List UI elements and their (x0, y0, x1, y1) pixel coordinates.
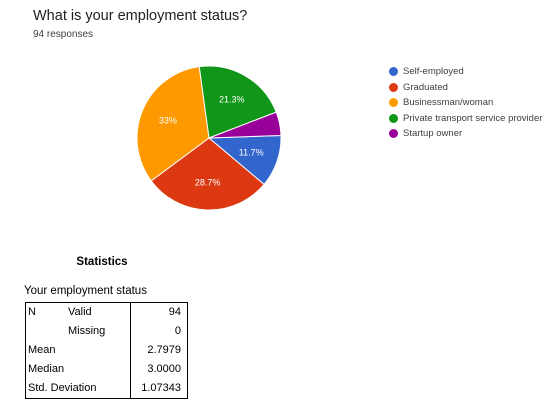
table-row: Missing 0 (26, 322, 188, 341)
row-label: N (28, 306, 36, 318)
table-row: Std. Deviation 1.07343 (26, 379, 188, 399)
row-label: Mean (28, 344, 56, 356)
row-value: 3.0000 (130, 360, 188, 379)
pie-slice-label: 11.7% (239, 148, 264, 158)
pie-slice-label: 28.7% (195, 178, 221, 188)
legend-item-graduated[interactable]: Graduated (389, 80, 542, 96)
row-sublabel: Valid (62, 302, 131, 322)
table-row: N Valid 94 (26, 302, 188, 322)
legend-item-private-transport[interactable]: Private transport service provider (389, 111, 542, 127)
chart-title: What is your employment status? (33, 8, 248, 24)
row-label: Median (28, 363, 65, 375)
legend-label: Graduated (403, 81, 448, 93)
legend-item-self-employed[interactable]: Self-employed (389, 64, 542, 80)
legend-swatch (389, 67, 398, 77)
row-value: 1.07343 (130, 379, 188, 399)
statistics-caption: Your employment status (24, 285, 147, 297)
statistics-title: Statistics (76, 256, 128, 268)
pie-chart: 11.7% 28.7% 33% 21.3% (136, 65, 282, 211)
legend-item-startup-owner[interactable]: Startup owner (389, 126, 542, 142)
pie-slice-label: 33% (159, 116, 177, 126)
legend-label: Private transport service provider (403, 112, 543, 124)
pie-slice-startup-owner[interactable] (208, 111, 282, 139)
legend-label: Businessman/woman (403, 97, 494, 109)
table-row: Mean 2.7979 (26, 341, 188, 360)
row-label (26, 322, 63, 341)
legend-swatch (389, 113, 398, 123)
row-value: 94 (168, 306, 181, 318)
pie-slice-businessman-woman[interactable] (136, 66, 210, 182)
legend-label: Self-employed (403, 66, 464, 78)
legend-swatch (389, 129, 398, 139)
response-count: 94 responses (33, 29, 94, 40)
pie-slice-graduated[interactable] (150, 137, 265, 211)
row-label: Std. Deviation (28, 382, 97, 394)
table-row: Median 3.0000 (26, 360, 188, 379)
chart-legend: Self-employed Graduated Businessman/woma… (389, 64, 542, 142)
legend-item-businessman[interactable]: Businessman/woman (389, 95, 542, 111)
statistics-table: N Valid 94 Missing 0 Mean 2.7979 Median … (25, 302, 188, 399)
row-value: 0 (174, 325, 181, 337)
pie-slice-private-transport-service-provider[interactable] (198, 65, 277, 139)
legend-label: Startup owner (403, 128, 463, 140)
legend-swatch (389, 82, 398, 92)
legend-swatch (389, 98, 398, 108)
row-sublabel: Missing (62, 322, 131, 341)
pie-slice-label: 21.3% (219, 95, 245, 105)
row-value: 2.7979 (130, 341, 188, 360)
